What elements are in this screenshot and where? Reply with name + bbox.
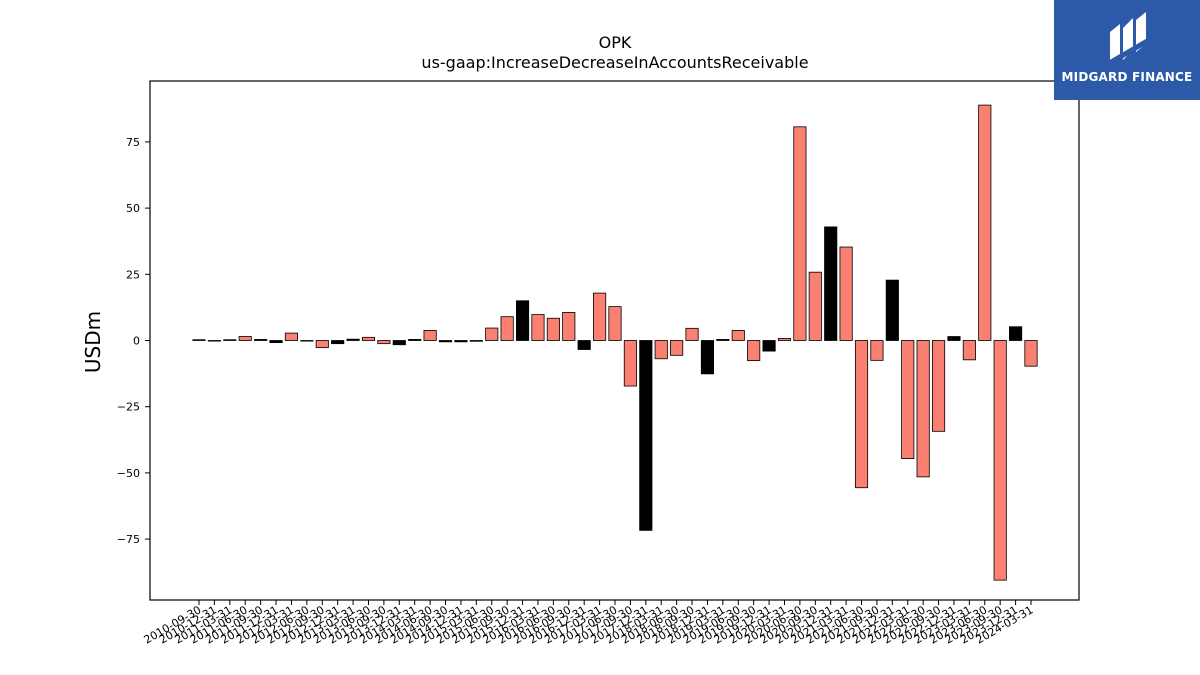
bar-2020-03-31: [777, 337, 792, 341]
plot-frame: [149, 80, 1080, 601]
bar-2014-06-30: [423, 330, 437, 341]
bar-2022-09-30: [931, 340, 946, 432]
bar-2017-09-30: [623, 340, 637, 387]
bar-2014-03-31: [408, 339, 422, 341]
bar-2012-09-30: [315, 340, 329, 349]
y-tick-label: 75: [126, 136, 140, 149]
bar-2017-03-31: [593, 292, 607, 341]
bar-2018-09-30: [685, 327, 699, 341]
bar-2021-12-31: [885, 279, 899, 341]
bar-2020-06-30: [793, 126, 807, 341]
bar-2015-12-31: [515, 300, 530, 341]
y-axis-ticks: −75 −50 −25 0 25 50 75: [117, 136, 150, 546]
bar-2016-03-31: [531, 314, 545, 341]
bar-2010-12-31: [207, 340, 221, 342]
midgard-logo-icon: [1110, 12, 1146, 66]
chart-subtitle: us-gaap:IncreaseDecreaseInAccountsReceiv…: [421, 53, 808, 72]
bar-2022-03-31: [901, 340, 915, 459]
bar-2019-03-31: [716, 339, 730, 341]
bar-2019-12-31: [762, 340, 776, 352]
bar-2011-03-31: [223, 339, 237, 341]
bar-2017-06-30: [608, 306, 622, 341]
bar-2014-12-31: [454, 340, 468, 343]
bar-2022-12-31: [947, 336, 961, 341]
bar-2023-06-30: [978, 104, 992, 341]
bar-2015-09-30: [500, 316, 514, 341]
bar-2018-06-30: [670, 340, 684, 356]
y-tick-label: 50: [126, 202, 140, 215]
bar-2012-06-30: [300, 340, 314, 342]
bar-2017-12-31: [639, 340, 653, 531]
logo-text: MIDGARD FINANCE: [1061, 70, 1193, 84]
bar-2023-03-31: [962, 340, 976, 361]
y-tick-label: −50: [117, 467, 140, 480]
bar-2019-06-30: [731, 330, 745, 341]
bar-2013-03-31: [346, 338, 360, 341]
y-tick-label: −75: [117, 533, 140, 546]
y-tick-label: 0: [133, 335, 140, 348]
bar-2021-03-31: [839, 246, 853, 341]
bar-2013-09-30: [377, 340, 391, 345]
bar-2019-09-30: [747, 340, 761, 362]
y-axis-label: USDm: [81, 311, 105, 373]
bar-2018-03-31: [654, 340, 668, 360]
bar-2020-12-31: [824, 226, 838, 341]
bar-2015-06-30: [485, 327, 499, 341]
bar-2015-03-31: [469, 340, 483, 342]
bar-2014-09-30: [438, 340, 453, 343]
bar-2016-12-31: [577, 340, 591, 350]
x-axis-ticks: 2010-09-302010-12-312011-03-312011-06-30…: [142, 600, 1036, 647]
bar-2013-06-30: [361, 336, 376, 341]
bar-2011-09-30: [254, 339, 268, 341]
bar-2021-06-30: [854, 340, 869, 489]
y-tick-label: 25: [126, 268, 140, 281]
bar-2024-03-31: [1024, 340, 1038, 367]
y-tick-label: −25: [117, 401, 140, 414]
bar-2023-12-31: [1009, 326, 1023, 341]
bar-2013-12-31: [392, 340, 406, 346]
bars: [192, 104, 1038, 581]
bar-2011-12-31: [269, 340, 283, 344]
bar-2021-09-30: [870, 340, 884, 361]
bar-2023-09-30: [993, 340, 1007, 581]
bar-2022-06-30: [916, 340, 930, 478]
bar-2011-06-30: [238, 336, 252, 341]
bar-2018-12-31: [700, 340, 715, 375]
bar-2012-12-31: [331, 340, 345, 345]
chart-title: OPK: [599, 33, 632, 52]
bar-2012-03-31: [284, 332, 299, 341]
bar-2016-09-30: [562, 312, 576, 341]
midgard-finance-logo: MIDGARD FINANCE: [1054, 0, 1200, 100]
bar-2016-06-30: [546, 317, 560, 341]
bar-2020-09-30: [808, 271, 822, 341]
bar-2010-09-30: [192, 339, 206, 341]
